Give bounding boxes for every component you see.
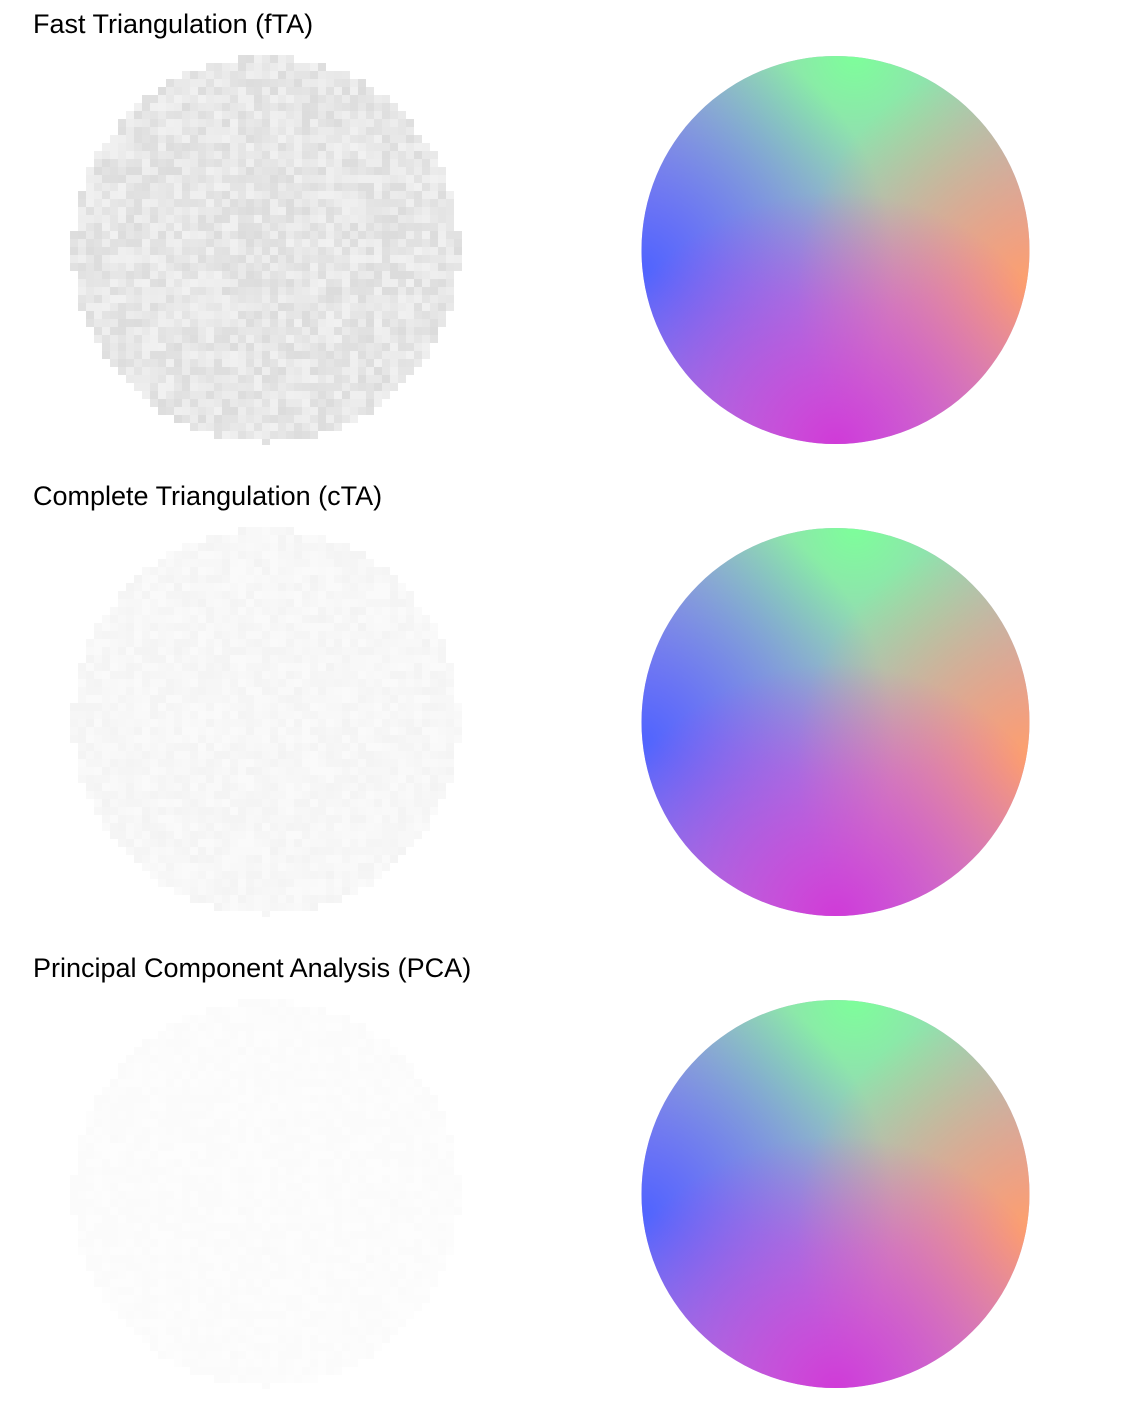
error-sphere bbox=[70, 55, 462, 445]
normal-sphere bbox=[641, 56, 1030, 444]
error-sphere bbox=[70, 527, 462, 917]
error-map-fta bbox=[70, 55, 462, 445]
normal-sphere bbox=[641, 1000, 1030, 1388]
row-title-fta: Fast Triangulation (fTA) bbox=[33, 9, 314, 39]
error-map-cta bbox=[70, 527, 462, 917]
error-sphere bbox=[70, 999, 462, 1389]
normal-sphere bbox=[641, 528, 1030, 916]
row-title-cta: Complete Triangulation (cTA) bbox=[33, 481, 383, 511]
row-title-pca: Principal Component Analysis (PCA) bbox=[33, 953, 472, 983]
error-map-pca bbox=[70, 999, 462, 1389]
normal-map-cta bbox=[640, 527, 1031, 917]
normal-map-fta bbox=[640, 55, 1031, 445]
normal-map-pca bbox=[640, 999, 1031, 1389]
